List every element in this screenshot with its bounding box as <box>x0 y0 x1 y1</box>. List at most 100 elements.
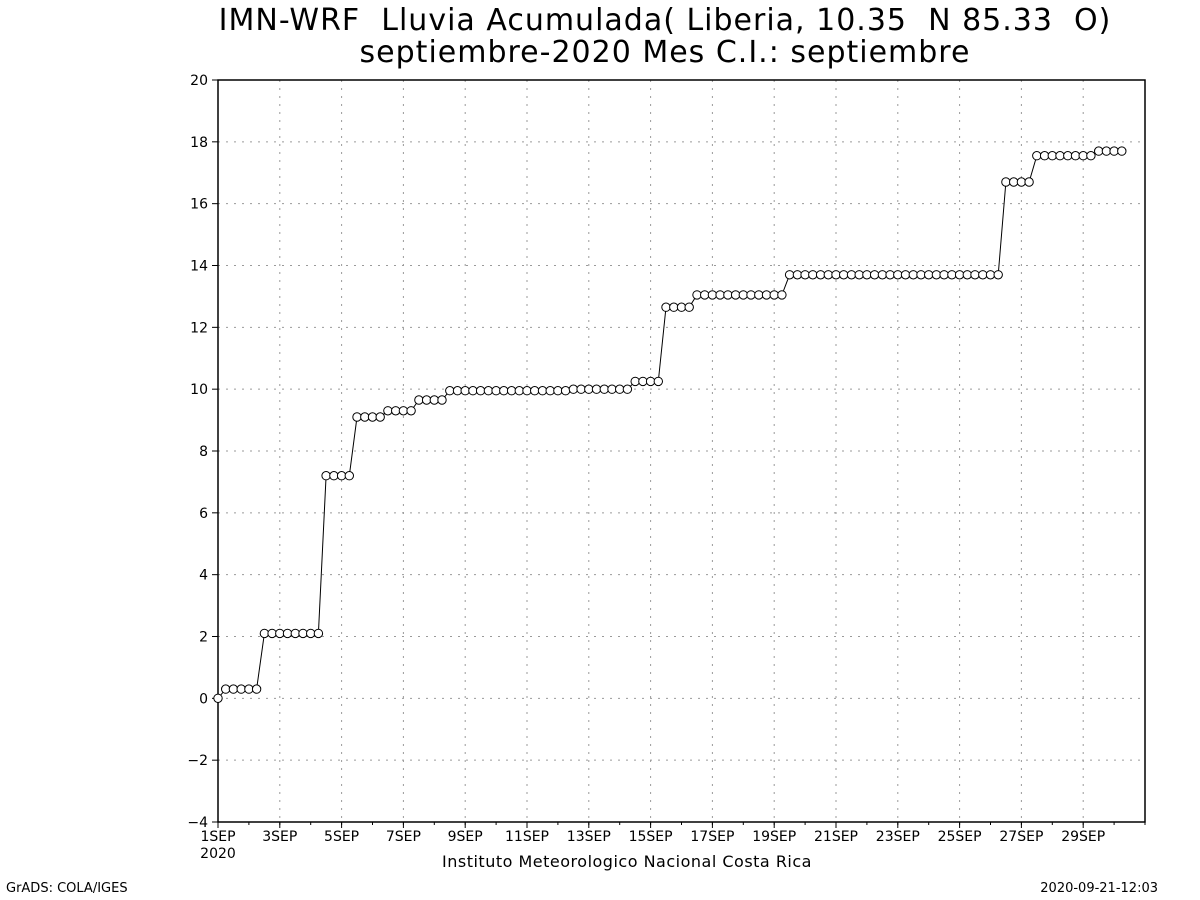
data-point <box>645 376 656 387</box>
x-tick-label: 25SEP <box>938 829 982 845</box>
data-point <box>993 270 1003 280</box>
y-tick-label: 16 <box>190 197 208 213</box>
series-accumulated-rain <box>213 146 1127 703</box>
data-point <box>954 270 965 280</box>
data-point <box>514 386 524 396</box>
data-point <box>1117 146 1127 156</box>
data-point <box>615 384 625 394</box>
data-point <box>800 270 810 280</box>
data-point <box>754 290 764 300</box>
timestamp-label: 2020-09-21-12:03 <box>1040 881 1158 896</box>
data-point <box>1024 177 1034 187</box>
data-point <box>676 302 687 312</box>
y-tick-label: 0 <box>199 691 208 707</box>
data-point <box>1009 177 1019 187</box>
data-point <box>738 290 748 300</box>
data-point <box>336 471 347 481</box>
data-point <box>259 628 270 639</box>
data-point <box>437 395 447 405</box>
data-point <box>298 628 308 639</box>
data-point <box>421 395 432 405</box>
x-tick-label: 23SEP <box>876 829 920 845</box>
data-point <box>607 384 617 394</box>
data-point <box>630 376 640 387</box>
chart-title-line2: septiembre-2020 Mes C.I.: septiembre <box>359 35 971 70</box>
x-tick-label: 7SEP <box>386 829 421 845</box>
data-point <box>491 386 501 396</box>
data-point <box>916 270 926 280</box>
data-point <box>329 471 339 481</box>
data-point <box>244 684 254 694</box>
x-tick-label: 19SEP <box>752 829 796 845</box>
data-point <box>398 406 409 416</box>
data-point <box>537 386 548 396</box>
y-tick-label: 20 <box>190 73 208 89</box>
data-point <box>1070 151 1081 161</box>
data-point <box>1055 151 1065 161</box>
data-point <box>1063 151 1073 161</box>
data-point <box>939 270 949 280</box>
data-point <box>924 270 934 280</box>
data-point <box>962 270 972 280</box>
data-point <box>669 302 679 312</box>
data-point <box>306 628 316 639</box>
data-point <box>352 412 362 422</box>
data-point <box>854 270 864 280</box>
data-point <box>877 270 888 280</box>
data-point <box>1047 151 1058 161</box>
data-point <box>1001 177 1011 187</box>
data-point <box>1101 146 1112 156</box>
x-tick-label: 5SEP <box>324 829 359 845</box>
data-point <box>522 386 532 396</box>
data-point <box>661 302 671 312</box>
data-point <box>707 290 718 300</box>
data-point <box>715 290 725 300</box>
data-point <box>429 395 439 405</box>
data-point <box>692 290 702 300</box>
data-point <box>885 270 895 280</box>
data-point <box>553 386 563 396</box>
data-point <box>869 270 880 280</box>
data-point <box>792 270 803 280</box>
data-point <box>290 628 300 639</box>
x-tick-label: 13SEP <box>567 829 611 845</box>
data-point <box>622 384 633 394</box>
y-tick-label: 14 <box>190 259 208 275</box>
data-point <box>1086 151 1096 161</box>
data-point <box>313 628 324 639</box>
data-point <box>236 684 246 694</box>
data-point <box>862 270 872 280</box>
y-tick-label: 18 <box>190 135 208 151</box>
data-point <box>545 386 555 396</box>
data-point <box>375 412 385 422</box>
data-point <box>321 471 331 481</box>
x-tick-label: 15SEP <box>629 829 673 845</box>
data-point <box>391 406 401 416</box>
data-point <box>784 270 795 280</box>
data-point <box>769 290 779 300</box>
data-point <box>483 386 494 396</box>
data-point <box>970 270 980 280</box>
y-tick-label: 2 <box>199 630 208 646</box>
data-point <box>900 270 911 280</box>
data-point <box>831 270 841 280</box>
y-tick-label: 12 <box>190 320 208 336</box>
x-tick-label: 17SEP <box>690 829 734 845</box>
institution-label: Instituto Meteorologico Nacional Costa R… <box>442 852 812 871</box>
data-point <box>638 376 648 387</box>
data-point <box>213 693 223 703</box>
x-tick-label: 9SEP <box>448 829 483 845</box>
x-tick-label: 21SEP <box>814 829 858 845</box>
data-point <box>344 471 354 481</box>
data-point <box>460 386 470 396</box>
y-tick-label: 6 <box>199 506 208 522</box>
data-point <box>282 628 293 639</box>
data-point <box>978 270 988 280</box>
data-point <box>1078 151 1088 161</box>
chart-title-line1: IMN-WRF Lluvia Acumulada( Liberia, 10.35… <box>218 3 1112 38</box>
data-point <box>530 386 540 396</box>
data-point <box>275 628 285 639</box>
data-point <box>584 384 594 394</box>
y-tick-label: 8 <box>199 444 208 460</box>
